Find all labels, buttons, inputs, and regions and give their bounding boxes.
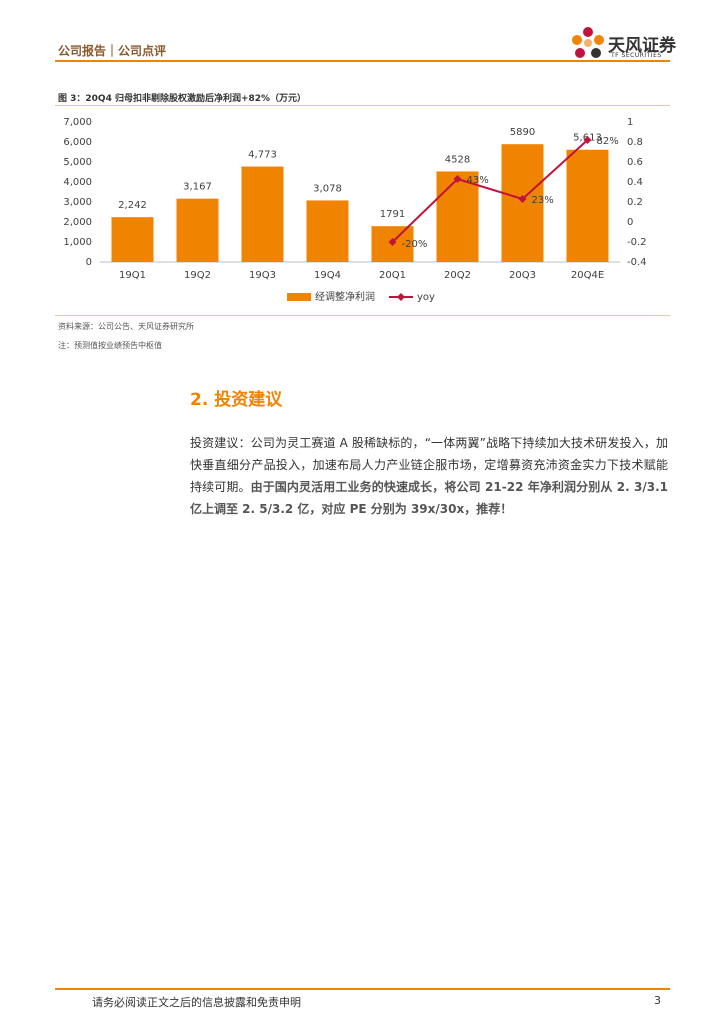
y-tick-label: 5,000 [63, 157, 92, 168]
x-tick-label: 20Q3 [509, 270, 536, 281]
data-label: 3,078 [313, 183, 342, 194]
x-tick-label: 20Q2 [444, 270, 471, 281]
x-tick-label: 19Q3 [249, 270, 276, 281]
data-label: 4528 [445, 154, 470, 165]
text: 投资建议：公司为灵工赛道 A 股稀缺标的，“一体两翼”战略下持续加大技术研发投入… [190, 436, 668, 494]
data-label: 4,773 [248, 150, 277, 161]
data-label: 82% [597, 136, 619, 147]
y-tick-label: 4,000 [63, 177, 92, 188]
note: 注：预测值按业绩预告中枢值 [58, 341, 162, 350]
y2-tick-label: 1 [627, 117, 633, 128]
logo-text: 天风证券 [608, 36, 676, 56]
bar [241, 166, 284, 262]
bar [436, 171, 479, 262]
text-bold: 由于国内灵活用工业务的快速成长，将公司 21-22 年净利润分别从 2. 3/3… [190, 480, 668, 516]
disclaimer: 请务必阅读正文之后的信息披露和免责申明 [92, 996, 301, 1009]
logo-icon [572, 27, 604, 58]
footer-rule [55, 988, 670, 990]
line-marker [453, 175, 462, 183]
figure-rule [55, 105, 670, 106]
legend-swatch [287, 293, 311, 301]
figure-caption: 图 3：20Q4 归母扣非剔除股权激励后净利润+82%（万元） [58, 94, 307, 104]
x-tick-label: 19Q4 [314, 270, 341, 281]
header-left: 公司报告｜公司点评 [58, 44, 167, 58]
data-label: 5890 [510, 127, 535, 138]
logo-subtext: TF SECURITIES [611, 52, 662, 59]
data-label: 23% [532, 195, 554, 206]
y2-tick-label: 0.6 [627, 157, 643, 168]
y2-tick-label: 0.8 [627, 137, 643, 148]
data-label: 3,167 [183, 182, 212, 193]
y2-tick-label: 0.2 [627, 197, 643, 208]
data-label: 1791 [380, 209, 405, 220]
y2-tick-label: -0.2 [627, 237, 647, 248]
y-tick-label: 1,000 [63, 237, 92, 248]
line-marker [583, 136, 592, 144]
data-label: 43% [467, 175, 489, 186]
x-tick-label: 20Q4E [571, 270, 604, 281]
source: 资料来源：公司公告、天风证券研究所 [58, 322, 194, 331]
bar [566, 149, 609, 262]
data-label: 2,242 [118, 200, 147, 211]
y-tick-label: 0 [86, 257, 92, 268]
legend-label: 经调整净利润 [315, 290, 375, 303]
x-tick-label: 20Q1 [379, 270, 406, 281]
header-rule [55, 60, 670, 62]
line-marker [388, 238, 397, 246]
y2-tick-label: 0 [627, 217, 633, 228]
y-tick-label: 2,000 [63, 217, 92, 228]
bar [306, 200, 349, 262]
section-title: 2. 投资建议 [190, 390, 283, 410]
y-tick-label: 6,000 [63, 137, 92, 148]
chart: 0 1,000 2,000 3,000 4,000 5,000 6,000 7,000 -0.4… [63, 117, 647, 303]
data-label: -20% [402, 239, 428, 250]
line-marker [518, 195, 527, 203]
line [391, 139, 589, 243]
legend-swatch [397, 293, 405, 301]
figure-rule [55, 315, 670, 316]
bar [176, 198, 219, 262]
x-tick-label: 19Q2 [184, 270, 211, 281]
page-number: 3 [654, 994, 661, 1007]
y-tick-label: 7,000 [63, 117, 92, 128]
legend-label: yoy [417, 292, 435, 303]
y2-tick-label: 0.4 [627, 177, 643, 188]
y-tick-label: 3,000 [63, 197, 92, 208]
x-tick-label: 19Q1 [119, 270, 146, 281]
bar [111, 217, 154, 262]
paragraph: 投资建议：公司为灵工赛道 A 股稀缺标的，“一体两翼”战略下持续加大技术研发投入… [190, 432, 668, 520]
bar [501, 144, 544, 262]
y2-tick-label: -0.4 [627, 257, 647, 268]
